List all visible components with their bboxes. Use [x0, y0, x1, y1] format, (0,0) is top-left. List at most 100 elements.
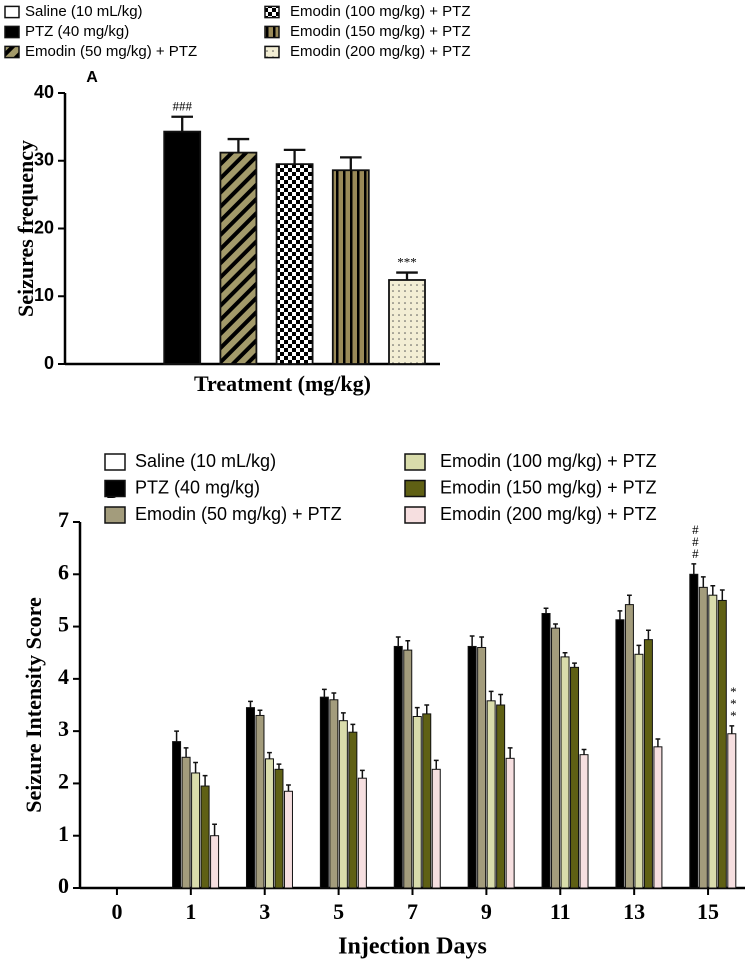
legend-label: Emodin (50 mg/kg) + PTZ — [25, 43, 197, 60]
annotation: *** — [726, 684, 741, 720]
bar — [615, 619, 625, 889]
bar — [388, 279, 426, 365]
bar — [698, 586, 708, 889]
bar — [467, 645, 477, 889]
x-tick-label: 3 — [259, 899, 270, 924]
bar — [283, 790, 293, 889]
error-bar — [543, 607, 549, 614]
y-axis-label: Seizure Intensity Score — [21, 597, 46, 813]
bar — [200, 785, 210, 889]
bar — [357, 777, 367, 889]
y-tick-label: 0 — [58, 873, 69, 898]
bar — [570, 666, 580, 889]
error-bar — [395, 636, 401, 647]
x-tick-label: 1 — [185, 899, 196, 924]
bar — [496, 704, 506, 889]
error-bar — [350, 723, 356, 733]
bar — [717, 599, 727, 889]
error-bar — [553, 623, 558, 629]
x-tick-label: 9 — [481, 899, 492, 924]
x-tick-label: 5 — [333, 899, 344, 924]
x-tick-label: 15 — [697, 899, 719, 924]
annotation: ### — [172, 99, 192, 114]
bar — [331, 169, 370, 365]
bar — [329, 699, 339, 889]
bar — [338, 720, 348, 889]
y-tick-label: 6 — [58, 559, 69, 584]
legend-label: Emodin (150 mg/kg) + PTZ — [290, 23, 470, 40]
bar — [505, 757, 515, 889]
error-bar — [331, 692, 337, 700]
y-tick-label: 10 — [34, 285, 54, 305]
error-bar — [202, 774, 208, 787]
error-bar — [562, 651, 568, 657]
bar — [422, 713, 432, 889]
error-bar — [414, 706, 420, 717]
annotation: ### — [688, 522, 703, 558]
bar — [255, 714, 265, 889]
x-axis-label: Injection Days — [338, 934, 487, 960]
bar — [210, 835, 220, 889]
error-bar — [248, 700, 253, 708]
panel-label: A — [86, 69, 98, 86]
legend-label: Emodin (50 mg/kg) + PTZ — [135, 504, 342, 524]
legend-swatch — [104, 479, 126, 498]
x-tick-label: 13 — [623, 899, 645, 924]
bar — [689, 573, 699, 889]
error-bar — [340, 712, 346, 721]
error-bar — [729, 725, 735, 734]
bar — [393, 645, 403, 889]
y-tick-label: 30 — [34, 150, 54, 170]
error-bar — [627, 594, 632, 605]
error-bar — [321, 688, 327, 698]
error-bar — [283, 148, 306, 165]
error-bar — [286, 784, 291, 792]
error-bar — [227, 137, 250, 153]
legend-label: Emodin (100 mg/kg) + PTZ — [440, 451, 657, 471]
bar — [634, 653, 644, 889]
x-tick-label: 0 — [111, 899, 122, 924]
error-bar — [469, 635, 475, 647]
legend-swatch — [104, 506, 126, 524]
bar — [219, 151, 258, 365]
bar — [486, 700, 496, 889]
bar — [264, 758, 274, 889]
legend-label: Emodin (100 mg/kg) + PTZ — [290, 3, 470, 20]
y-tick-label: 3 — [58, 716, 69, 741]
bar — [163, 130, 202, 365]
y-tick-label: 7 — [58, 507, 69, 532]
x-tick-label: 11 — [550, 899, 571, 924]
y-tick-label: 20 — [34, 217, 54, 237]
bar — [181, 756, 191, 889]
error-bar — [581, 748, 587, 755]
bar — [653, 746, 663, 889]
x-tick-label: 7 — [407, 899, 418, 924]
error-bar — [212, 823, 217, 836]
bar — [172, 741, 182, 889]
bar — [245, 707, 255, 889]
error-bar — [498, 693, 504, 705]
error-bar — [405, 639, 411, 651]
error-bar — [359, 769, 365, 779]
error-bar — [183, 747, 189, 758]
legend-swatch — [264, 5, 280, 19]
legend-swatch — [4, 25, 20, 39]
error-bar — [433, 759, 439, 770]
error-bar — [257, 709, 263, 716]
error-bar — [396, 271, 418, 280]
bar — [560, 656, 570, 889]
legend-swatch — [404, 453, 426, 471]
bar — [191, 772, 201, 889]
legend-swatch — [104, 453, 126, 471]
error-bar — [193, 761, 198, 773]
error-bar — [710, 585, 716, 596]
bar — [727, 733, 737, 889]
bar — [541, 613, 551, 889]
legend-label: Emodin (200 mg/kg) + PTZ — [290, 43, 470, 60]
bar — [274, 768, 284, 889]
legend-label: Emodin (150 mg/kg) + PTZ — [440, 477, 657, 497]
bar — [643, 639, 653, 889]
error-bar — [572, 662, 577, 668]
error-bar — [719, 589, 725, 601]
error-bar — [700, 576, 706, 588]
